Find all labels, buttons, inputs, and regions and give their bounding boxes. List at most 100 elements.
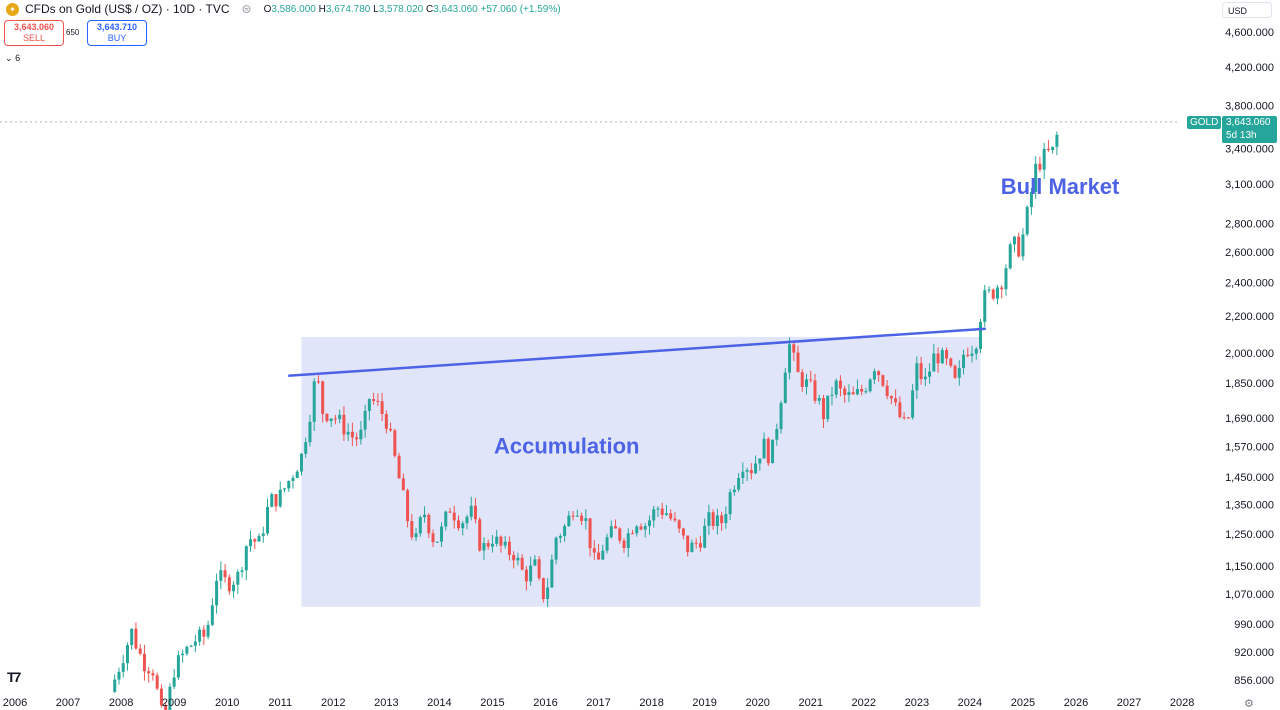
candle-body: [622, 540, 626, 549]
trendline-group: [288, 327, 986, 378]
y-tick-label: 1,150.000: [1225, 561, 1274, 573]
x-tick-label: 2018: [639, 697, 663, 709]
candle-body: [507, 541, 511, 555]
candle-body: [155, 675, 159, 689]
candle-body: [1021, 234, 1025, 257]
candle-body: [236, 571, 240, 585]
candle-body: [928, 371, 932, 377]
candle-body: [490, 543, 494, 547]
candle-body: [473, 505, 477, 520]
candle-body: [198, 629, 202, 642]
candle-body: [142, 653, 146, 672]
candle-body: [796, 352, 800, 373]
candle-body: [427, 514, 431, 534]
candle-body: [707, 512, 711, 526]
candle-body: [440, 526, 444, 542]
candle-body: [902, 417, 906, 419]
candle-body: [664, 513, 668, 515]
candle-body: [338, 414, 342, 420]
candle-body: [202, 629, 206, 637]
x-tick-label: 2012: [321, 697, 345, 709]
candle-body: [779, 403, 783, 430]
candle-body: [728, 492, 732, 515]
candle-body: [350, 431, 354, 438]
buy-label: BUY: [107, 33, 127, 43]
candle-body: [359, 429, 363, 440]
y-tick-label: 856.000: [1234, 675, 1274, 687]
candle-body: [524, 569, 528, 582]
chart-header: ✦ CFDs on Gold (US$ / OZ) · 10D · TVC ⊜ …: [6, 1, 561, 17]
candle-body: [469, 505, 473, 517]
candle-body: [711, 512, 715, 527]
y-tick-label: 4,600.000: [1225, 27, 1274, 39]
candle-body: [889, 396, 893, 399]
candle-body: [291, 477, 295, 481]
x-tick-label: 2013: [374, 697, 398, 709]
candle-body: [851, 392, 855, 395]
symbol-price-label: GOLD: [1187, 116, 1222, 129]
candle-body: [805, 379, 809, 387]
candle-body: [461, 523, 465, 529]
candle-body: [720, 515, 724, 524]
candle-body: [809, 379, 813, 381]
sell-button[interactable]: 3,643.060 SELL: [4, 20, 64, 46]
candle-body: [465, 516, 469, 524]
candle-body: [270, 494, 274, 507]
candle-body: [431, 533, 435, 543]
currency-select[interactable]: USD: [1222, 2, 1272, 18]
candle-body: [444, 511, 448, 527]
candle-body: [512, 554, 516, 561]
candle-body: [771, 439, 775, 464]
y-tick-label: 3,100.000: [1225, 179, 1274, 191]
ohlc-high: 3,674.780: [325, 3, 371, 15]
candle-body: [940, 350, 944, 364]
annotations-group: Accumulation Bull Market: [494, 174, 1120, 459]
candle-body: [130, 628, 134, 646]
candle-body: [660, 508, 664, 515]
candle-body: [159, 688, 163, 706]
tradingview-logo-icon[interactable]: T7: [7, 669, 21, 685]
candle-body: [855, 388, 859, 395]
candle-body: [249, 539, 253, 547]
candle-body: [295, 471, 299, 478]
candle-body: [864, 391, 868, 393]
candle-body: [193, 641, 197, 646]
candle-body: [575, 515, 579, 517]
y-tick-label: 3,800.000: [1225, 101, 1274, 113]
candle-body: [826, 395, 830, 420]
y-axis: 4,600.000 4,200.000 3,800.000 3,400.000 3,10…: [1225, 27, 1274, 687]
candle-body: [342, 414, 346, 435]
candle-body: [414, 533, 418, 538]
x-tick-label: 2021: [799, 697, 823, 709]
candle-body: [529, 565, 533, 582]
buy-button[interactable]: 3,643.710 BUY: [87, 20, 147, 46]
candle-body: [979, 321, 983, 349]
symbol-title[interactable]: CFDs on Gold (US$ / OZ) · 10D · TVC: [25, 2, 230, 16]
candle-body: [499, 536, 503, 546]
candle-body: [647, 520, 651, 527]
candle-body: [516, 557, 520, 561]
candle-body: [435, 541, 439, 543]
candle-body: [885, 385, 889, 397]
x-tick-label: 2010: [215, 697, 239, 709]
more-menu-icon[interactable]: ⊜: [241, 2, 252, 16]
x-tick-label: 2019: [692, 697, 716, 709]
buy-price: 3,643.710: [96, 22, 138, 32]
candle-body: [121, 663, 125, 672]
candle-body: [227, 577, 231, 592]
indicators-collapse-button[interactable]: ⌄ 6: [5, 51, 27, 65]
candle-body: [987, 289, 991, 291]
candle-body: [592, 548, 596, 553]
gear-icon[interactable]: ⚙: [1244, 698, 1254, 710]
x-tick-label: 2009: [162, 697, 186, 709]
candle-body: [843, 388, 847, 395]
candle-body: [775, 429, 779, 440]
candle-body: [240, 570, 244, 572]
candle-body: [308, 421, 312, 443]
x-tick-label: 2022: [852, 697, 876, 709]
candle-body: [580, 515, 584, 521]
x-tick-label: 2024: [958, 697, 982, 709]
candle-body: [554, 537, 558, 560]
x-tick-label: 2017: [586, 697, 610, 709]
